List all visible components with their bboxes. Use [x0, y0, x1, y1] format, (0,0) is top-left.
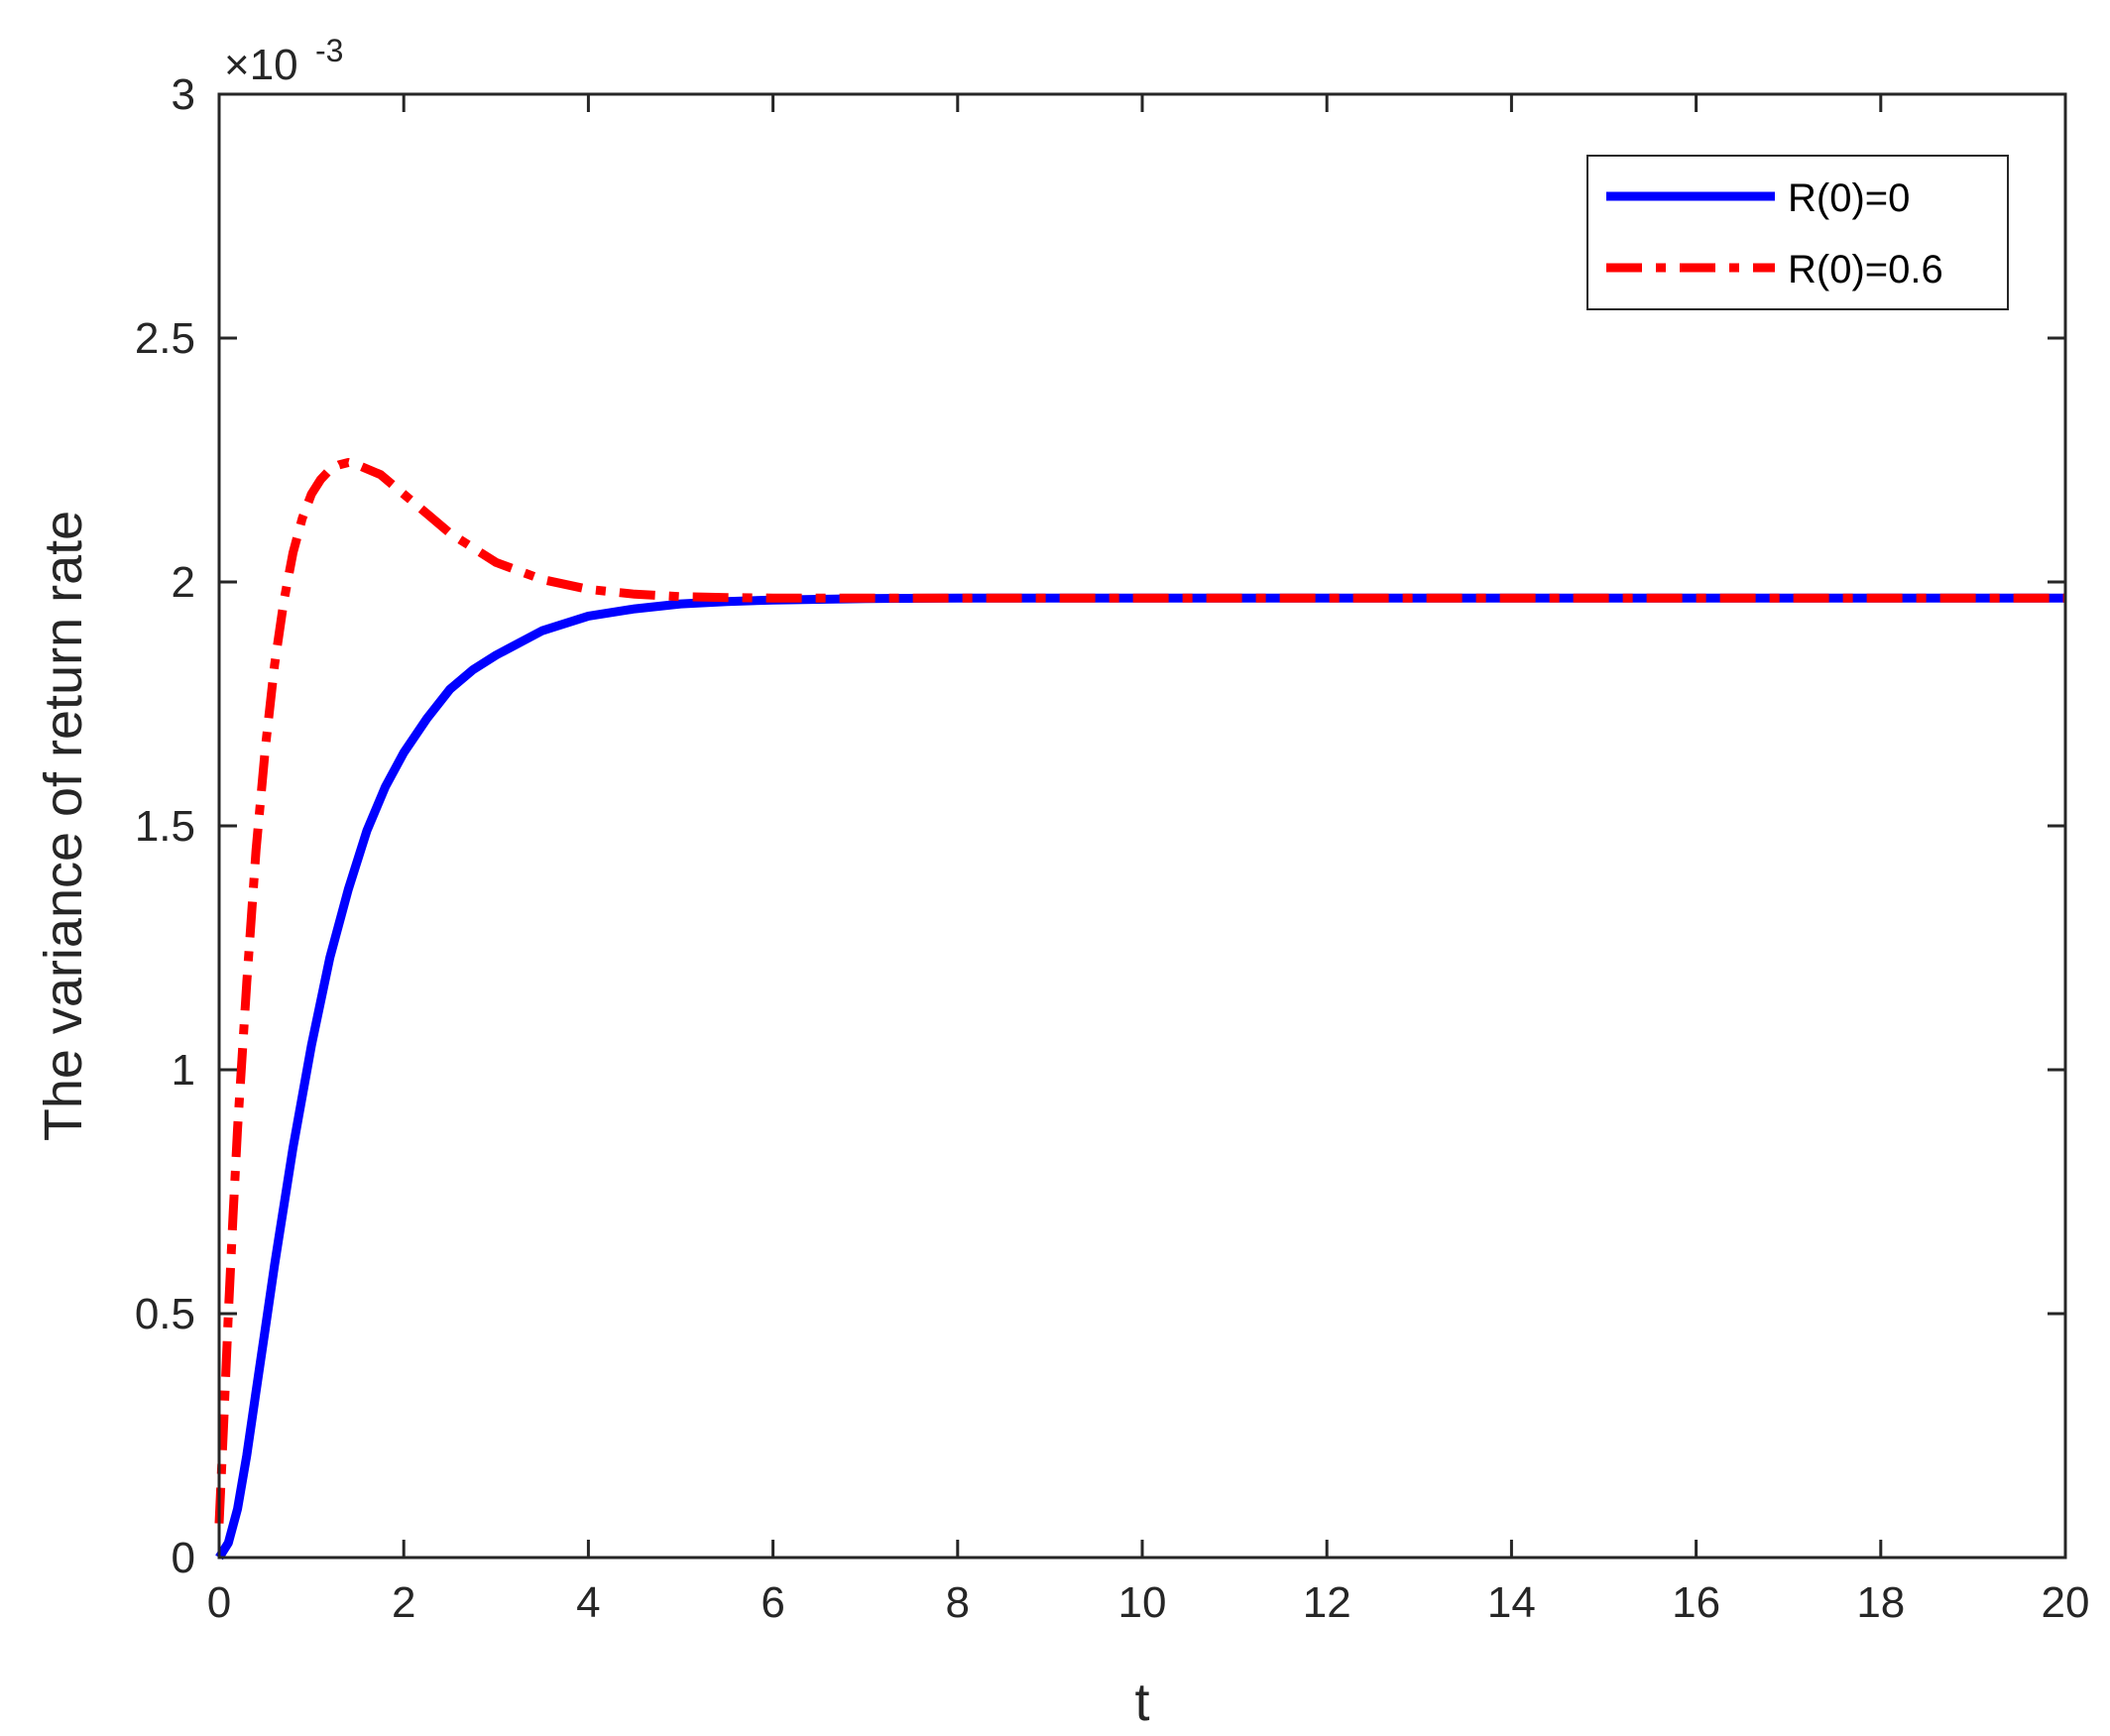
legend-label-series-2: R(0)=0.6: [1788, 248, 1943, 291]
y-tick-label: 1: [172, 1046, 195, 1095]
series-layer: [214, 458, 2065, 1561]
x-tick-label: 16: [1672, 1578, 1720, 1627]
x-tick-label: 20: [2042, 1578, 2090, 1627]
x-tick-label: 14: [1487, 1578, 1536, 1627]
x-tick-label: 2: [392, 1578, 415, 1627]
ticks-layer: 0 2 4 6 8 10 12 14 16 18 20 0 0.5 1 1.5 2 2.5 3: [135, 70, 2090, 1627]
y-exponent-base: ×10: [224, 41, 298, 89]
x-tick-label: 10: [1118, 1578, 1167, 1627]
y-axis-label: The variance of return rate: [34, 511, 93, 1141]
legend-label-series-1: R(0)=0: [1788, 176, 1910, 220]
y-tick-label: 3: [172, 70, 195, 119]
legend-box: [1586, 155, 2009, 310]
y-tick-label: 0: [172, 1534, 195, 1582]
y-tick-label: 2: [172, 558, 195, 607]
legend: R(0)=0 R(0)=0.6: [1586, 155, 2009, 310]
x-tick-label: 4: [576, 1578, 600, 1627]
plot-background: [219, 94, 2065, 1558]
y-tick-label: 1.5: [135, 802, 195, 851]
x-tick-label: 6: [761, 1578, 784, 1627]
y-tick-label: 2.5: [135, 314, 195, 363]
y-tick-label: 0.5: [135, 1290, 195, 1338]
series-line-2: [214, 458, 2065, 1524]
x-tick-label: 0: [207, 1578, 231, 1627]
x-tick-label: 12: [1303, 1578, 1351, 1627]
x-axis-label: t: [1134, 1673, 1149, 1731]
y-exponent-power: -3: [315, 33, 343, 68]
x-tick-label: 18: [1856, 1578, 1905, 1627]
x-tick-label: 8: [946, 1578, 970, 1627]
